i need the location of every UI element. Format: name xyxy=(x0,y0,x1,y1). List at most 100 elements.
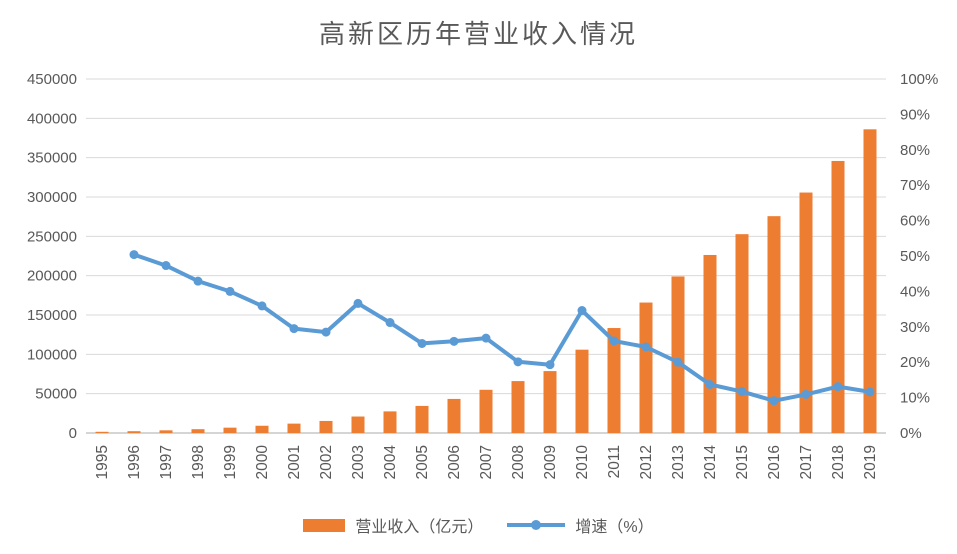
left-axis-tick-label: 150000 xyxy=(27,307,77,324)
right-axis-tick-label: 80% xyxy=(900,142,930,159)
bar-2002 xyxy=(319,420,333,433)
legend-line-dot-icon xyxy=(531,520,542,530)
bar-2001 xyxy=(287,423,301,433)
bar-2011 xyxy=(607,328,621,433)
left-axis-tick-label: 0 xyxy=(69,425,77,442)
growth-point-2010 xyxy=(577,306,587,316)
growth-point-2005 xyxy=(417,338,427,348)
growth-point-2009 xyxy=(545,360,555,370)
left-axis-tick-label: 200000 xyxy=(27,268,77,285)
left-axis-tick-label: 300000 xyxy=(27,189,77,206)
bar-2016 xyxy=(767,216,781,433)
growth-point-2002 xyxy=(321,327,331,337)
bar-2015 xyxy=(735,234,749,433)
growth-point-1997 xyxy=(161,261,171,271)
x-axis-tick-label: 2014 xyxy=(702,445,719,480)
bar-2004 xyxy=(383,411,397,433)
growth-point-2018 xyxy=(833,382,843,392)
x-axis-tick-label: 2009 xyxy=(542,445,559,479)
right-axis-tick-label: 40% xyxy=(900,283,930,300)
growth-point-2007 xyxy=(481,333,491,343)
x-axis-tick-label: 1996 xyxy=(126,445,143,479)
left-axis-tick-label: 400000 xyxy=(27,110,77,127)
right-axis-tick-label: 0% xyxy=(900,425,922,442)
growth-point-1998 xyxy=(193,276,203,286)
x-axis-tick-label: 2008 xyxy=(510,445,527,479)
legend-bar-swatch-icon xyxy=(303,518,346,532)
bar-2012 xyxy=(639,302,653,433)
bar-1997 xyxy=(159,430,173,433)
bar-2018 xyxy=(831,160,845,434)
growth-point-2017 xyxy=(801,389,811,399)
left-axis-tick-label: 100000 xyxy=(27,346,77,363)
legend-line-swatch-icon xyxy=(507,520,566,530)
x-axis-tick-label: 2012 xyxy=(638,445,655,479)
x-axis-tick-label: 2005 xyxy=(414,445,431,479)
x-axis-tick-label: 1998 xyxy=(190,445,207,479)
left-axis-tick-label: 450000 xyxy=(27,71,77,88)
growth-point-2003 xyxy=(353,298,363,308)
right-axis-tick-label: 50% xyxy=(900,248,930,265)
left-axis-tick-label: 350000 xyxy=(27,150,77,167)
x-axis-tick-label: 1995 xyxy=(94,445,111,479)
bar-1999 xyxy=(223,427,237,433)
growth-point-2019 xyxy=(865,387,875,397)
bar-2006 xyxy=(447,398,461,433)
right-axis-tick-label: 90% xyxy=(900,106,930,123)
right-axis-tick-label: 30% xyxy=(900,319,930,336)
growth-point-2011 xyxy=(609,336,619,346)
growth-point-2006 xyxy=(449,336,459,346)
x-axis-tick-label: 2010 xyxy=(574,445,591,480)
chart-title: 高新区历年营业收入情况 xyxy=(318,20,638,50)
right-axis-tick-label: 20% xyxy=(900,354,930,371)
bar-2000 xyxy=(255,425,269,433)
x-axis-tick-label: 2003 xyxy=(350,445,367,479)
bar-2005 xyxy=(415,405,429,433)
bar-1996 xyxy=(127,431,141,433)
x-axis-tick-label: 2004 xyxy=(382,445,399,480)
growth-point-2012 xyxy=(641,342,651,352)
x-axis-tick-label: 2015 xyxy=(734,445,751,479)
growth-line xyxy=(132,252,872,403)
x-axis-tick-label: 2019 xyxy=(862,445,879,479)
growth-point-2015 xyxy=(737,387,747,397)
left-axis-tick-label: 50000 xyxy=(35,386,77,403)
x-axis-tick-label: 2013 xyxy=(670,445,687,479)
growth-point-2001 xyxy=(289,324,299,334)
x-axis-tick-label: 2017 xyxy=(798,445,815,479)
growth-point-2004 xyxy=(385,318,395,328)
x-axis-tick-label: 1997 xyxy=(158,445,175,479)
growth-point-2013 xyxy=(673,357,683,367)
x-axis-tick-label: 2001 xyxy=(286,445,303,479)
legend-line-label: 增速（%） xyxy=(575,519,654,536)
bar-2009 xyxy=(543,371,557,433)
bar-2008 xyxy=(511,381,525,433)
bar-2017 xyxy=(799,192,813,433)
bar-1998 xyxy=(191,429,205,433)
chart-legend: 营业收入（亿元） 增速（%） xyxy=(0,513,957,537)
right-axis-tick-label: 70% xyxy=(900,177,930,194)
growth-point-2014 xyxy=(705,380,715,390)
right-axis-tick-label: 10% xyxy=(900,390,930,407)
x-axis-tick-label: 1999 xyxy=(222,445,239,479)
bar-2007 xyxy=(479,389,493,433)
bar-2010 xyxy=(575,349,589,433)
bar-2014 xyxy=(703,254,717,433)
right-axis-tick-label: 100% xyxy=(900,71,938,88)
bar-2003 xyxy=(351,416,365,433)
growth-point-2000 xyxy=(257,301,267,311)
growth-point-2016 xyxy=(769,396,779,406)
x-axis-tick-label: 2006 xyxy=(446,445,463,479)
bar-2013 xyxy=(671,276,685,433)
growth-point-2008 xyxy=(513,357,523,367)
growth-point-1996 xyxy=(129,250,139,260)
x-axis-tick-label: 2007 xyxy=(478,445,495,479)
x-axis-tick-label: 2002 xyxy=(318,445,335,479)
right-axis-tick-label: 60% xyxy=(900,213,930,230)
x-axis-tick-label: 2016 xyxy=(766,445,783,479)
bar-1995 xyxy=(95,431,109,433)
x-axis-tick-label: 2011 xyxy=(606,445,623,478)
bar-2019 xyxy=(863,129,877,433)
